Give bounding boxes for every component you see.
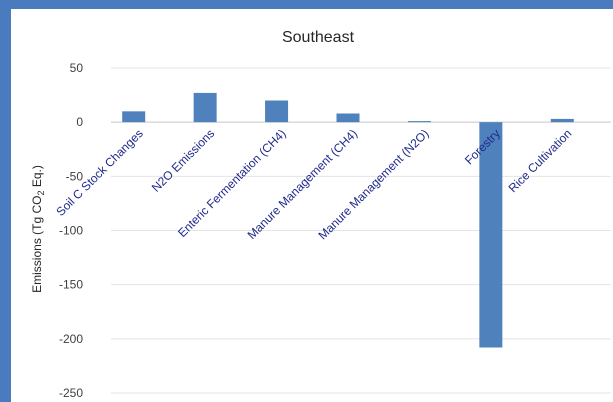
bar xyxy=(193,92,217,123)
y-axis-ticks: 50 0 -50 -100 -150 -200 -250 xyxy=(59,61,83,400)
bars xyxy=(122,92,574,348)
y-tick-label: 0 xyxy=(76,115,83,129)
y-axis-title: Emissions (Tg CO2 Eq.) xyxy=(30,165,46,293)
y-tick-label: -250 xyxy=(59,386,83,400)
bar xyxy=(336,113,360,123)
y-tick-label: -200 xyxy=(59,332,83,346)
y-tick-label: 50 xyxy=(70,61,84,75)
bar xyxy=(479,122,503,348)
x-category-label: N2O Emissions xyxy=(149,126,217,194)
x-category-label: Rice Cultivation xyxy=(506,126,575,195)
bar-chart: Southeast 500-50-100-150-200-250 Soil C … xyxy=(30,29,611,400)
y-tick-label: -100 xyxy=(59,224,83,238)
bar xyxy=(265,100,289,123)
y-tick-label: -150 xyxy=(59,278,83,292)
chart-title: Southeast xyxy=(282,29,355,46)
bar xyxy=(550,118,574,123)
bar xyxy=(122,111,146,123)
chart-frame: Southeast 50 0 -50 -100 -150 -200 -250 Soil C … xyxy=(11,9,613,402)
bar xyxy=(407,121,431,123)
y-tick-label: -50 xyxy=(66,169,84,183)
